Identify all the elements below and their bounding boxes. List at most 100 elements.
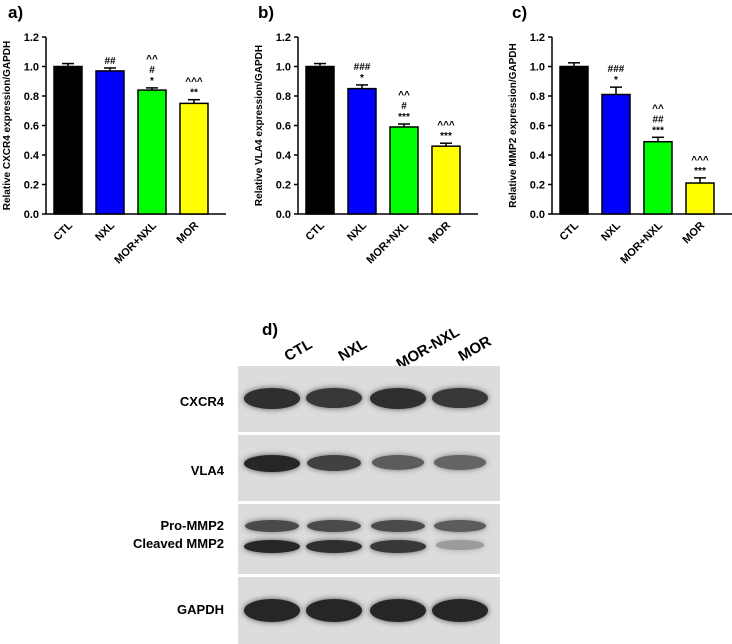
chart-3-y-tick-label: 0.0 (530, 209, 545, 221)
chart-1-bar-mor-nxl (137, 89, 167, 215)
chart-3-bar-ctl (559, 65, 589, 215)
chart-3-y-tick-label: 1.2 (530, 32, 545, 44)
chart-2-bar-mor (431, 145, 461, 215)
chart-3-category-label: CTL (558, 219, 582, 243)
chart-1-y-tick-label: 0.6 (24, 121, 39, 133)
band-vla4-lane-3 (371, 455, 425, 471)
blot-strip-vla4 (238, 435, 500, 501)
chart-1-bar-nxl (95, 70, 125, 215)
chart-3-category-label: NXL (599, 219, 623, 243)
chart-1-y-tick-label: 0.4 (24, 150, 40, 162)
band-vla4-lane-1 (243, 455, 301, 473)
band-cxcr4-lane-2 (306, 388, 362, 409)
chart-2-category-label: MOR+NXL (364, 219, 411, 266)
chart-3-significance-label: * (614, 75, 618, 86)
chart-2-bar-nxl (347, 87, 377, 215)
chart-2-significance-label: *** (440, 131, 452, 142)
band-vla4-lane-2 (306, 455, 362, 472)
chart-2-y-tick-label: 0.2 (276, 180, 291, 192)
chart-2-panel-letter: b) (258, 3, 274, 22)
band-cxcr4-lane-3 (370, 388, 426, 409)
chart-3-significance-label: ^^ (652, 103, 664, 114)
chart-1-y-axis-label: Relative CXCR4 expression/GAPDH (2, 41, 13, 211)
chart-2-category-label: MOR (426, 220, 453, 247)
chart-1-significance-label: ^^ (146, 54, 158, 65)
panel-letter-d: d) (262, 320, 279, 339)
chart-1-bar-mor (179, 102, 209, 215)
chart-2-y-tick-label: 0.6 (276, 121, 291, 133)
chart-2-significance-label: ### (354, 62, 371, 73)
chart-3-y-tick-label: 0.6 (530, 121, 545, 133)
band-mmp2-lane-3 (371, 520, 425, 533)
band-gapdh-lane-3 (369, 599, 427, 623)
chart-2-y-tick-label: 0.4 (276, 150, 292, 162)
chart-1-category-label: MOR (174, 220, 201, 247)
chart-2-significance-label: # (401, 101, 407, 112)
row-label-cxcr4: CXCR4 (179, 394, 224, 409)
chart-1-panel-letter: a) (8, 3, 23, 22)
row-label-cleaved-mmp2: Cleaved MMP2 (132, 536, 224, 551)
chart-3-panel-letter: c) (512, 3, 527, 22)
chart-1-bar-ctl (53, 65, 83, 215)
chart-1-category-label: NXL (93, 219, 117, 243)
chart-2-significance-label: *** (398, 112, 410, 123)
chart-3-significance-label: *** (652, 125, 664, 136)
row-label-vla4: VLA4 (190, 463, 224, 478)
blot-strip-cxcr4 (238, 366, 500, 432)
band-mmp2-lane-1 (243, 540, 301, 554)
chart-1-y-tick-label: 0.2 (24, 180, 39, 192)
chart-3-significance-label: ## (652, 114, 664, 125)
chart-2-y-tick-label: 0.8 (276, 91, 291, 103)
chart-1-y-tick-label: 1.0 (24, 62, 39, 74)
band-mmp2-lane-2 (306, 540, 362, 554)
chart-1-significance-label: * (150, 76, 154, 87)
band-gapdh-lane-4 (431, 599, 489, 623)
chart-2-significance-label: ^^^ (437, 120, 455, 131)
band-mmp2-lane-4 (436, 540, 484, 550)
chart-3-significance-label: *** (694, 166, 706, 177)
band-mmp2-lane-1 (245, 520, 299, 533)
chart-3-significance-label: ^^^ (691, 155, 709, 166)
chart-1-y-tick-label: 0.0 (24, 209, 39, 221)
chart-2-significance-label: ^^ (398, 90, 410, 101)
chart-3-bar-mor (685, 182, 715, 215)
chart-3-y-tick-label: 0.4 (530, 150, 546, 162)
lane-label-ctl: CTL (281, 335, 316, 365)
chart-2-y-tick-label: 0.0 (276, 209, 291, 221)
chart-3-bar-mor-nxl (643, 140, 673, 215)
chart-2-bar-ctl (305, 65, 335, 215)
chart-1-category-label: MOR+NXL (112, 219, 159, 266)
chart-2-y-tick-label: 1.2 (276, 32, 291, 44)
blot-strip-gapdh (238, 577, 500, 644)
chart-1-significance-label: ## (104, 56, 116, 67)
chart-3-y-tick-label: 1.0 (530, 62, 545, 74)
blot-strip-mmp2 (238, 504, 500, 574)
chart-3-bar-nxl (601, 93, 631, 215)
chart-3-category-label: MOR+NXL (618, 219, 665, 266)
band-mmp2-lane-2 (307, 520, 361, 533)
band-mmp2-lane-3 (370, 540, 426, 553)
chart-3-category-label: MOR (680, 220, 707, 247)
chart-1-significance-label: ** (190, 88, 198, 99)
chart-3-significance-label: ### (608, 64, 625, 75)
band-cxcr4-lane-1 (244, 388, 300, 409)
chart-3-y-tick-label: 0.8 (530, 91, 545, 103)
band-vla4-lane-4 (434, 455, 486, 470)
chart-2-bar-mor-nxl (389, 126, 419, 215)
chart-2-category-label: NXL (345, 219, 369, 243)
lane-label-nxl: NXL (335, 335, 370, 365)
band-cxcr4-lane-4 (432, 388, 488, 409)
row-label-pro-mmp2: Pro-MMP2 (160, 518, 224, 533)
chart-1-y-tick-label: 1.2 (24, 32, 39, 44)
band-gapdh-lane-2 (305, 599, 363, 623)
chart-2-category-label: CTL (304, 219, 328, 243)
band-gapdh-lane-1 (243, 599, 301, 623)
chart-3-y-tick-label: 0.2 (530, 180, 545, 192)
chart-2-y-axis-label: Relative VLA4 expression/GAPDH (254, 45, 265, 206)
chart-3-y-axis-label: Relative MMP2 expression/GAPDH (508, 43, 519, 208)
western-blot-panel: d) CTL NXL MOR-NXL MOR CXCR4 VLA4 Pro-MM… (0, 320, 732, 644)
chart-2-y-tick-label: 1.0 (276, 62, 291, 74)
chart-1-category-label: CTL (52, 219, 76, 243)
bar-charts-area: a) Relative CXCR4 expression/GAPDH 0.0 0.2 0… (2, 3, 732, 266)
chart-1-significance-label: ^^^ (185, 77, 203, 88)
